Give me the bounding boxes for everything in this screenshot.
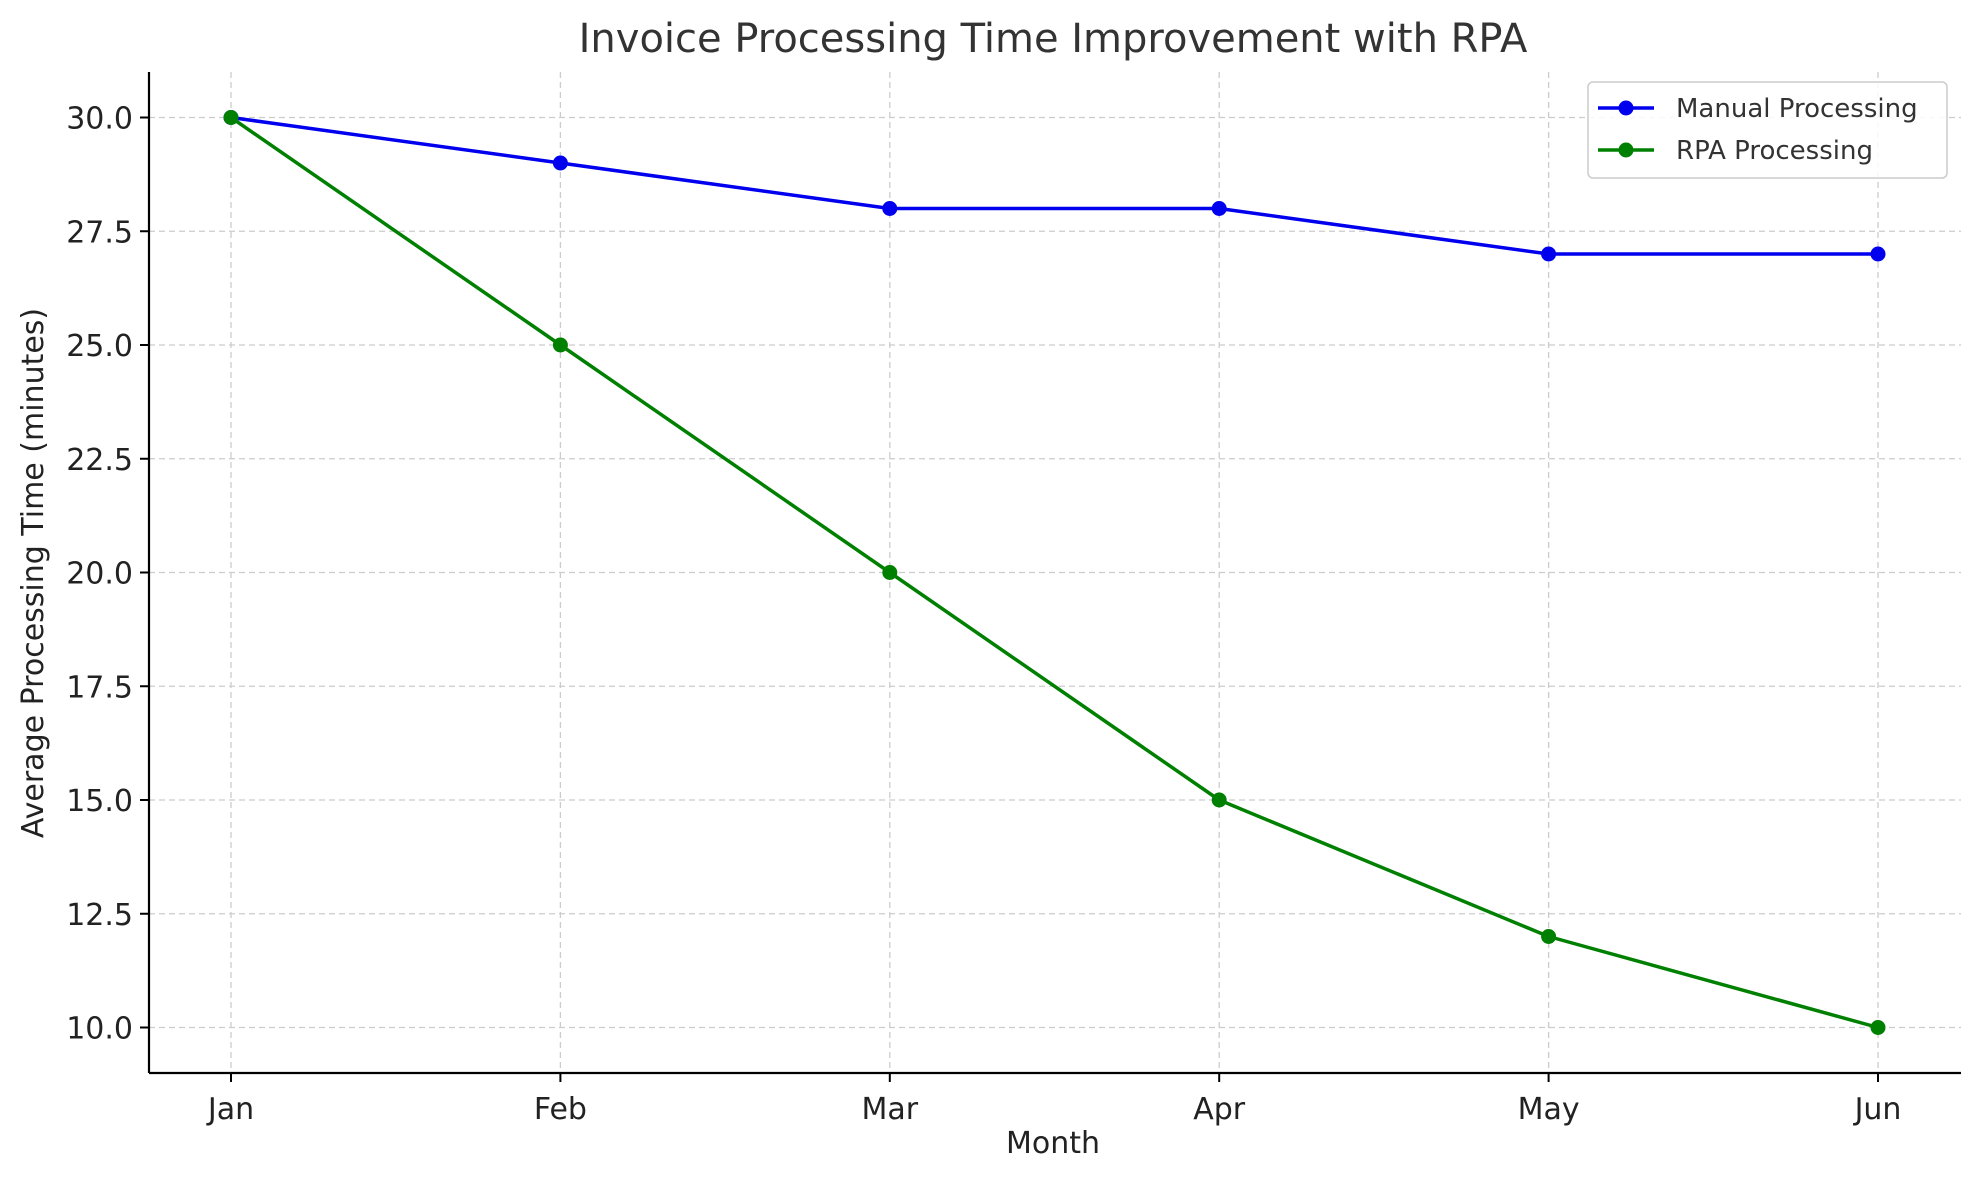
y-tick-label: 17.5 [66, 670, 133, 705]
x-axis-ticks: Jan Feb Mar Apr May Jun [206, 1073, 1902, 1127]
legend-entry: Manual Processing [1598, 94, 1918, 124]
x-tick-label: Feb [534, 1092, 587, 1127]
data-point [552, 155, 568, 171]
y-tick-label: 20.0 [66, 557, 133, 592]
x-tick-label: Mar [861, 1092, 918, 1127]
y-tick-label: 15.0 [66, 784, 133, 819]
series-line [230, 115, 1878, 256]
y-axis-label: Average Processing Time (minutes) [16, 308, 51, 838]
x-tick-label: Jun [1853, 1092, 1902, 1127]
legend: Manual Processing RPA Processing [1587, 81, 1948, 179]
data-point [1541, 929, 1557, 944]
y-tick-label: 22.5 [66, 443, 133, 478]
data-point [1211, 201, 1227, 216]
x-tick-label: May [1518, 1092, 1580, 1127]
x-tick-label: Jan [206, 1092, 254, 1127]
legend-swatch-marker [1618, 100, 1634, 116]
chart-title: Invoice Processing Time Improvement with… [579, 16, 1528, 62]
y-tick-label: 25.0 [66, 329, 133, 364]
data-point [223, 110, 239, 125]
data-point [1541, 246, 1557, 262]
legend-swatch-marker [1618, 142, 1634, 158]
y-tick-label: 30.0 [66, 102, 133, 137]
x-axis-label: Month [1006, 1126, 1100, 1161]
y-tick-label: 27.5 [66, 215, 133, 250]
data-point [882, 201, 898, 216]
data-point [1870, 1020, 1886, 1035]
data-point [882, 565, 898, 580]
legend-label: RPA Processing [1676, 136, 1873, 166]
data-series [223, 110, 1886, 1035]
series-rpa-processing [223, 110, 1886, 1035]
data-point [1870, 246, 1886, 262]
y-tick-label: 10.0 [66, 1012, 133, 1047]
y-tick-label: 12.5 [66, 898, 133, 933]
series-line [230, 116, 1879, 1030]
grid-lines [149, 72, 1961, 1073]
data-point [552, 337, 568, 353]
legend-box [1587, 81, 1948, 179]
data-point [1211, 792, 1227, 808]
x-tick-label: Apr [1193, 1092, 1246, 1127]
legend-entry: RPA Processing [1598, 136, 1873, 166]
legend-label: Manual Processing [1676, 94, 1918, 124]
y-axis-ticks: 10.0 12.5 15.0 17.5 20.0 22.5 25.0 27.5 30.0 [66, 102, 149, 1047]
